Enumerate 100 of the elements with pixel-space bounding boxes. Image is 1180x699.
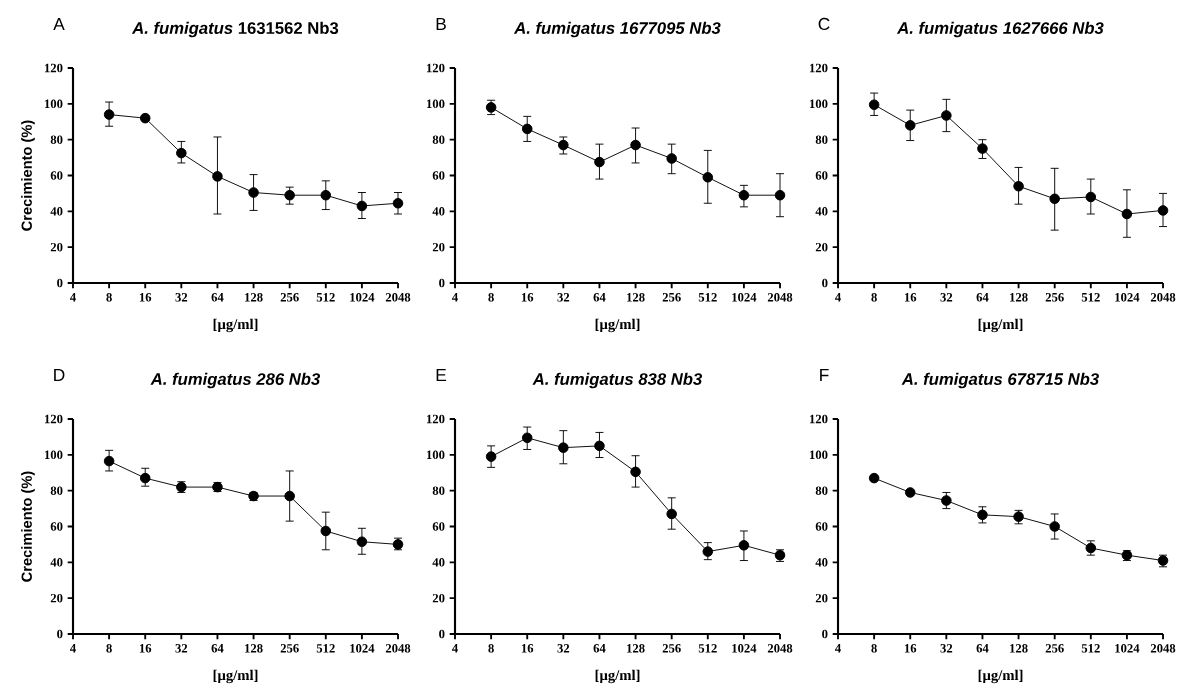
y-tick-label: 20 bbox=[432, 242, 445, 252]
x-tick-label: 4 bbox=[835, 644, 841, 653]
y-tick-label: 120 bbox=[810, 414, 828, 424]
point bbox=[774, 189, 786, 201]
point bbox=[558, 139, 569, 151]
x-tick-label: 2048 bbox=[1150, 293, 1176, 302]
y-tick-label: 60 bbox=[50, 522, 63, 531]
y-tick-label: 40 bbox=[815, 558, 828, 567]
chart-title: A. fumigatus 838 Nb3 bbox=[532, 372, 703, 389]
x-axis-title: [µg/ml] bbox=[595, 669, 640, 684]
y-tick-label: 0 bbox=[822, 278, 828, 288]
x-tick-label: 128 bbox=[1010, 293, 1028, 302]
x-tick-label: 512 bbox=[316, 644, 335, 653]
x-tick-label: 2048 bbox=[767, 293, 793, 302]
point bbox=[738, 189, 750, 201]
y-tick-label: 40 bbox=[815, 207, 828, 216]
x-tick-label: 128 bbox=[1010, 644, 1028, 653]
point bbox=[139, 112, 151, 124]
y-tick-label: 40 bbox=[50, 558, 63, 567]
point bbox=[139, 472, 151, 484]
point bbox=[103, 109, 115, 120]
x-axis-title: [µg/ml] bbox=[978, 669, 1023, 684]
point bbox=[594, 156, 605, 168]
y-tick-label: 0 bbox=[822, 629, 828, 639]
x-tick-label: 128 bbox=[627, 644, 645, 653]
point bbox=[941, 495, 952, 506]
x-tick-label: 128 bbox=[627, 293, 645, 302]
y-tick-label: 20 bbox=[50, 242, 63, 252]
point bbox=[904, 120, 916, 131]
x-tick-label: 512 bbox=[698, 293, 717, 302]
x-tick-label: 4 bbox=[452, 644, 458, 653]
x-tick-label: 8 bbox=[871, 293, 877, 302]
x-tick-label: 512 bbox=[1081, 644, 1100, 653]
x-tick-label: 512 bbox=[698, 644, 717, 653]
x-tick-label: 256 bbox=[1045, 293, 1064, 302]
x-tick-label: 2048 bbox=[767, 644, 793, 653]
x-tick-label: 16 bbox=[521, 644, 534, 653]
y-tick-label: 100 bbox=[810, 450, 828, 460]
y-tick-label: 100 bbox=[44, 99, 63, 109]
y-tick-label: 20 bbox=[815, 593, 828, 603]
y-tick-label: 40 bbox=[432, 558, 445, 567]
y-tick-label: 120 bbox=[426, 63, 445, 73]
text: B bbox=[436, 18, 446, 30]
y-tick-label: 20 bbox=[815, 242, 828, 252]
y-tick-label: 60 bbox=[815, 171, 828, 180]
y-tick-label: 80 bbox=[432, 135, 445, 144]
x-tick-label: 256 bbox=[662, 293, 681, 302]
y-tick-label: 60 bbox=[50, 171, 63, 180]
x-tick-label: 64 bbox=[593, 293, 606, 302]
y-tick-label: 100 bbox=[810, 99, 828, 109]
point bbox=[521, 123, 533, 135]
point bbox=[904, 487, 916, 498]
y-tick-label: 100 bbox=[426, 450, 445, 460]
x-tick-label: 256 bbox=[280, 644, 299, 653]
y-tick-label: 100 bbox=[44, 450, 63, 460]
point bbox=[702, 172, 714, 183]
x-axis-title: [µg/ml] bbox=[213, 318, 258, 333]
y-tick-label: 120 bbox=[44, 63, 63, 73]
y-tick-label: 0 bbox=[57, 278, 63, 288]
y-tick-label: 120 bbox=[44, 414, 63, 424]
x-tick-label: 16 bbox=[904, 293, 917, 302]
point bbox=[702, 546, 714, 557]
y-tick-label: 60 bbox=[432, 522, 445, 531]
point bbox=[248, 187, 259, 198]
x-tick-label: 512 bbox=[316, 293, 335, 302]
point bbox=[666, 508, 677, 520]
x-tick-label: 128 bbox=[245, 293, 263, 302]
y-tick-label: 0 bbox=[439, 278, 445, 288]
point bbox=[1121, 208, 1133, 220]
point bbox=[284, 189, 295, 201]
point bbox=[1157, 205, 1169, 216]
x-tick-label: 8 bbox=[488, 293, 494, 302]
point bbox=[320, 189, 332, 201]
y-tick-label: 80 bbox=[815, 135, 828, 144]
point bbox=[666, 153, 677, 164]
point bbox=[558, 442, 569, 453]
point bbox=[356, 200, 368, 212]
x-axis-title: [µg/ml] bbox=[213, 669, 258, 684]
x-tick-label: 64 bbox=[976, 644, 989, 653]
x-tick-label: 4 bbox=[452, 293, 458, 302]
y-tick-label: 60 bbox=[432, 171, 445, 180]
x-axis-title: [µg/ml] bbox=[978, 318, 1023, 333]
x-tick-label: 512 bbox=[1081, 293, 1100, 302]
x-tick-label: 32 bbox=[175, 293, 188, 302]
y-tick-label: 40 bbox=[432, 207, 445, 216]
point bbox=[392, 198, 404, 209]
chart-title: A. fumigatus 678715 Nb3 bbox=[901, 372, 1099, 389]
chart-title: A. fumigatus 1631562 Nb3 bbox=[131, 21, 339, 38]
point bbox=[1049, 521, 1060, 532]
x-tick-label: 256 bbox=[662, 644, 681, 653]
point bbox=[320, 525, 332, 537]
point bbox=[284, 490, 295, 502]
chart-title: A. fumigatus 1627666 Nb3 bbox=[896, 21, 1104, 38]
x-tick-label: 1024 bbox=[1115, 293, 1140, 302]
x-tick-label: 16 bbox=[521, 293, 534, 302]
text: F bbox=[820, 369, 829, 381]
x-tick-label: 32 bbox=[557, 293, 570, 302]
y-tick-label: 80 bbox=[815, 486, 828, 495]
x-tick-label: 32 bbox=[557, 644, 570, 653]
text: E bbox=[436, 369, 447, 381]
